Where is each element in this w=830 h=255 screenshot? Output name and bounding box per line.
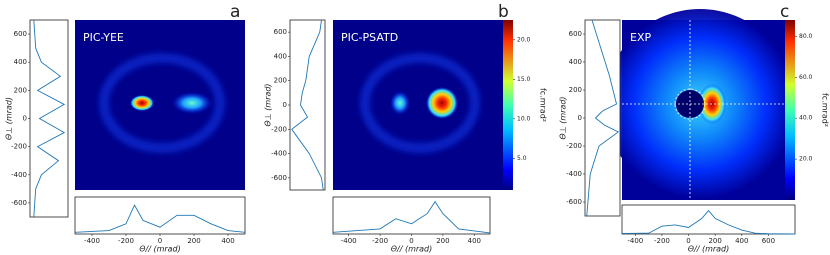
colorbar — [503, 20, 513, 190]
profile-frame — [74, 196, 246, 235]
colorbar-label: fc.mrad² — [539, 88, 548, 122]
y-tick-label: -400 — [11, 171, 27, 179]
x-tick-label: -200 — [118, 237, 134, 245]
profile-frame — [584, 19, 621, 217]
y-tick-label: -600 — [11, 199, 27, 207]
profile-line — [332, 200, 491, 234]
y-tick-label: -200 — [11, 143, 27, 151]
colorbar-label: fc.mrad² — [821, 93, 830, 127]
x-tick-label: 600 — [762, 237, 775, 245]
x-axis-label: Θ// (mrad) — [139, 245, 181, 254]
y-tick-label: 600 — [274, 28, 287, 36]
colorbar-tick-label: 20.0 — [517, 36, 531, 43]
y-tick-label: -200 — [271, 125, 287, 133]
x-tick-label: 200 — [708, 237, 721, 245]
panel-label: a — [230, 2, 240, 22]
x-tick-label: 200 — [187, 237, 200, 245]
x-tick-label: 0 — [686, 237, 690, 245]
panel-title: PIC-YEE — [83, 31, 124, 44]
y-axis-label: Θ⊥ (mrad) — [559, 96, 568, 139]
x-axis-label: Θ// (mrad) — [391, 245, 433, 254]
y-tick-label: -400 — [271, 150, 287, 158]
y-tick-label: 200 — [274, 77, 287, 85]
y-tick-label: 200 — [569, 86, 582, 94]
panel-title: EXP — [630, 31, 651, 44]
profile-frame — [29, 19, 69, 218]
y-axis-label: Θ⊥ (mrad) — [264, 83, 273, 126]
x-tick-label: -400 — [341, 237, 357, 245]
y-tick-label: 0 — [283, 101, 287, 109]
y-tick-label: 400 — [569, 58, 582, 66]
panel-label: b — [498, 2, 509, 22]
profile-line — [586, 19, 620, 217]
x-tick-label: 400 — [221, 237, 234, 245]
x-tick-label: -400 — [84, 237, 100, 245]
y-axis-label: Θ⊥ (mrad) — [5, 97, 14, 140]
colorbar-tick-label: 5.0 — [517, 155, 527, 162]
y-tick-label: 600 — [14, 30, 27, 38]
profile-line — [74, 204, 246, 233]
colorbar-tick-label: 20.0 — [799, 156, 813, 163]
y-tick-label: 0 — [23, 115, 27, 123]
profile-line — [291, 19, 324, 191]
panel-label: c — [780, 2, 789, 22]
heatmap-b — [333, 20, 503, 190]
profile-frame — [289, 19, 326, 191]
profile-line — [33, 19, 66, 218]
y-tick-label: 200 — [14, 86, 27, 94]
y-tick-label: 400 — [274, 52, 287, 60]
y-tick-label: 400 — [14, 58, 27, 66]
profile-frame — [621, 204, 796, 235]
panel-title: PIC-PSATD — [341, 31, 398, 44]
colorbar-tick-label: 80.0 — [799, 33, 813, 40]
y-tick-label: 600 — [569, 30, 582, 38]
x-tick-label: -200 — [654, 237, 670, 245]
x-axis-label: Θ// (mrad) — [688, 245, 730, 254]
colorbar-tick-label: 10.0 — [517, 115, 531, 122]
x-tick-label: 0 — [158, 237, 162, 245]
profile-line — [621, 209, 796, 235]
y-tick-label: -200 — [566, 142, 582, 150]
colorbar-tick-label: 60.0 — [799, 74, 813, 81]
y-tick-label: -400 — [566, 170, 582, 178]
colorbar — [785, 20, 795, 200]
x-tick-label: -400 — [627, 237, 643, 245]
profile-frame — [332, 196, 491, 235]
y-tick-label: 0 — [578, 114, 582, 122]
x-tick-label: 400 — [735, 237, 748, 245]
heatmap-a — [75, 20, 245, 190]
y-tick-label: -600 — [566, 198, 582, 206]
y-tick-label: -600 — [271, 174, 287, 182]
x-tick-label: 0 — [409, 237, 413, 245]
x-tick-label: 200 — [436, 237, 449, 245]
heatmap-c — [605, 9, 795, 200]
colorbar-tick-label: 40.0 — [799, 115, 813, 122]
x-tick-label: 400 — [468, 237, 481, 245]
x-tick-label: -200 — [372, 237, 388, 245]
colorbar-tick-label: 15.0 — [517, 76, 531, 83]
